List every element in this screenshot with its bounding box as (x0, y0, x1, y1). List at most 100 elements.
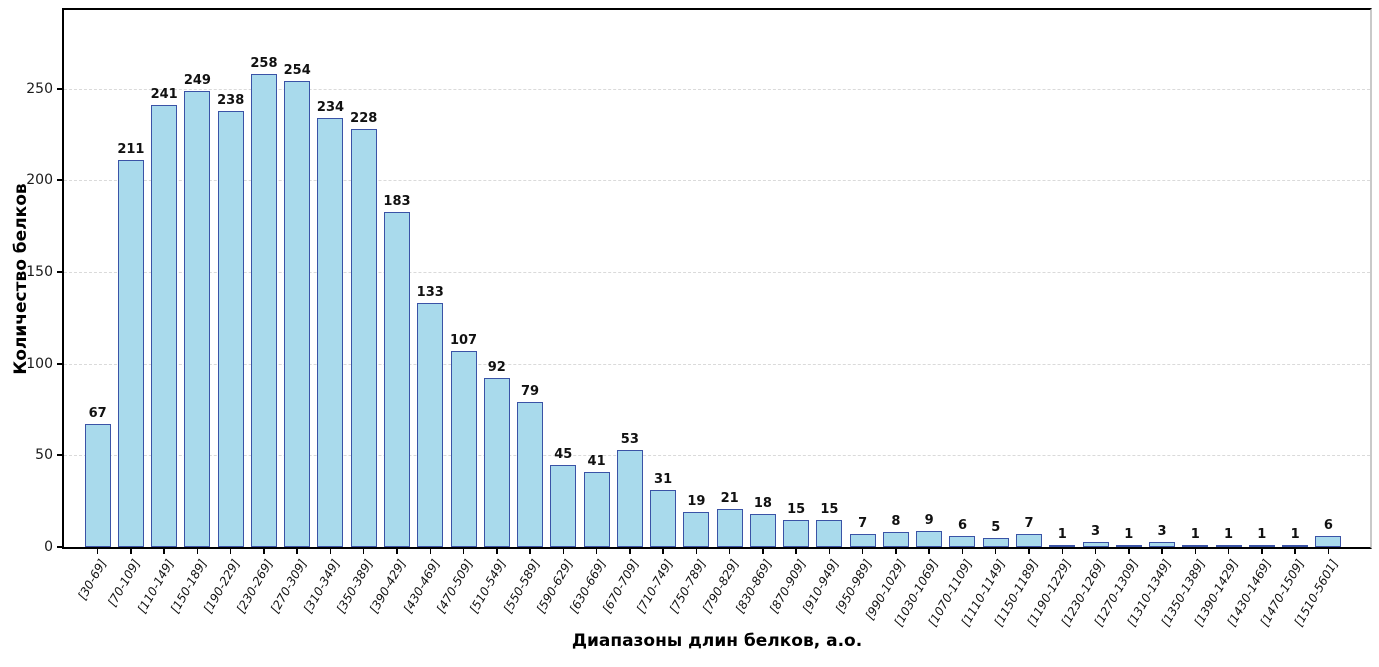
bar (849, 534, 876, 547)
bar-value-label: 92 (487, 360, 506, 376)
x-tick-mark (861, 547, 864, 554)
bar-value-label: 1 (1224, 527, 1234, 542)
bar-value-label: 19 (687, 494, 706, 510)
bar (1215, 545, 1242, 547)
x-tick-mark (462, 547, 465, 554)
bar (450, 350, 477, 547)
y-tick-label: 50 (35, 447, 53, 464)
bar-value-label: 9 (924, 512, 934, 528)
y-tick-mark (57, 179, 62, 182)
x-tick-mark (895, 547, 897, 554)
x-tick-mark (229, 547, 232, 554)
bar (683, 512, 710, 547)
bar (151, 105, 178, 547)
bar (982, 537, 1009, 547)
plot-area: 0 50 100 150 200 250 67 [30-69] 211 [70-109] 241 [1… (26, 8, 1372, 629)
bar-value-label: 15 (820, 501, 839, 517)
bar (117, 160, 144, 547)
x-tick-mark (629, 547, 631, 554)
bar-value-label: 1 (1190, 527, 1200, 542)
x-tick-mark (362, 547, 365, 554)
x-tick-mark (396, 547, 398, 554)
bar (882, 532, 909, 547)
bar (1315, 536, 1342, 547)
y-tick-label: 200 (26, 172, 53, 189)
x-tick-mark (529, 547, 531, 554)
y-tick-mark (57, 271, 62, 274)
bar-value-label: 254 (283, 63, 311, 79)
gridline (64, 180, 1370, 182)
bar (816, 519, 843, 547)
x-tick-mark (263, 547, 265, 554)
x-tick-mark (1327, 547, 1330, 554)
x-tick-mark (1094, 547, 1097, 554)
x-tick-mark (795, 547, 797, 554)
bar-value-label: 234 (316, 100, 345, 116)
bar-value-label: 3 (1157, 523, 1167, 539)
gridline (64, 363, 1370, 365)
x-tick-mark (562, 547, 565, 554)
bar (217, 110, 244, 547)
x-tick-mark (1028, 547, 1030, 554)
bar-value-label: 6 (957, 518, 967, 534)
x-tick-mark (961, 547, 964, 554)
bar (284, 81, 311, 547)
x-tick-mark (429, 547, 431, 554)
bar (384, 211, 410, 547)
x-tick-mark (828, 547, 831, 554)
bar (716, 508, 743, 547)
x-axis-title: Диапазоны длин белков, а.о. (571, 631, 863, 651)
bar (1082, 541, 1109, 547)
bar (1149, 541, 1176, 547)
bar (517, 402, 544, 547)
bar (749, 514, 776, 547)
x-tick-mark (296, 547, 298, 554)
bar (1248, 545, 1275, 547)
y-tick-mark (57, 362, 62, 365)
bar-value-label: 1 (1057, 527, 1067, 542)
bar-value-label: 249 (183, 72, 211, 88)
bar (84, 424, 111, 547)
bar (1049, 545, 1076, 547)
bar-value-label: 8 (891, 514, 901, 530)
bar (350, 129, 377, 547)
x-tick-mark (496, 547, 498, 554)
x-tick-label: [70-109] (104, 557, 144, 609)
bar-value-label: 45 (554, 446, 573, 462)
x-tick-mark (163, 547, 165, 554)
bar (317, 118, 344, 547)
bar-value-label: 238 (217, 92, 245, 108)
bar (1016, 534, 1042, 547)
bar (550, 464, 577, 547)
bar-value-label: 1 (1290, 527, 1300, 542)
x-tick-mark (96, 547, 99, 554)
bar-value-label: 31 (654, 472, 673, 488)
x-tick-mark (130, 547, 132, 554)
x-tick-mark (728, 547, 731, 554)
bar (616, 449, 643, 547)
bar (417, 303, 444, 547)
bar-value-label: 228 (350, 111, 378, 127)
bar (1182, 545, 1209, 547)
x-tick-mark (928, 547, 930, 554)
x-tick-mark (196, 547, 199, 554)
bar-value-label: 7 (1024, 516, 1034, 532)
bar (184, 90, 211, 547)
bar (1282, 545, 1309, 547)
bar (949, 536, 976, 547)
bar (583, 471, 610, 547)
x-tick-mark (1294, 547, 1296, 554)
y-tick-label: 100 (26, 355, 53, 372)
x-tick-mark (662, 547, 664, 554)
bar-value-label: 53 (620, 431, 639, 447)
gridline (64, 272, 1370, 274)
bar-value-label: 1 (1124, 527, 1134, 542)
bar (916, 530, 943, 547)
x-tick-mark (1161, 547, 1163, 554)
x-tick-mark (1061, 547, 1063, 554)
x-tick-label: [30-69] (75, 557, 110, 603)
y-tick-label: 150 (26, 264, 53, 281)
x-tick-mark (329, 547, 332, 554)
gridline (64, 455, 1370, 457)
